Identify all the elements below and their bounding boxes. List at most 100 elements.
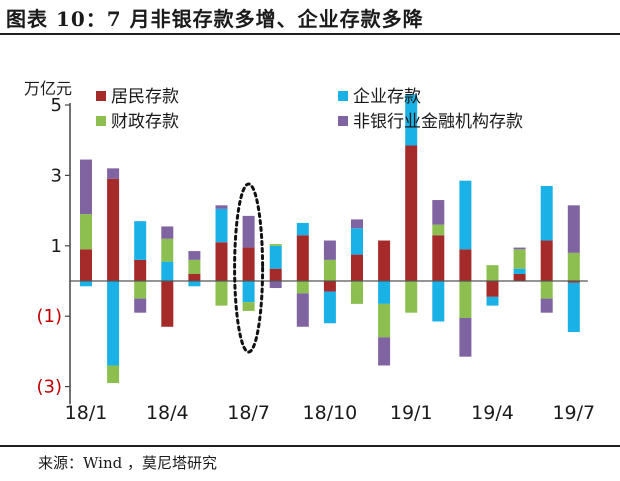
bar-2019-04-s1 xyxy=(486,296,499,306)
bar-2018-09-s2 xyxy=(296,281,309,294)
bar-2018-12-s2 xyxy=(378,303,391,338)
bar-2019-02-s0 xyxy=(432,235,445,281)
title-divider xyxy=(0,33,620,35)
bar-2018-04-s2 xyxy=(161,238,174,262)
bar-2018-08-s1 xyxy=(269,245,282,269)
bar-2018-06-s2 xyxy=(215,281,228,306)
bar-2018-11-s0 xyxy=(351,254,363,281)
bar-2018-05-s0 xyxy=(188,273,201,281)
bar-2018-02-s3 xyxy=(107,168,120,179)
bar-2018-08-s3 xyxy=(269,281,282,289)
bar-2018-03-s3 xyxy=(134,298,147,313)
bar-2019-07-s2 xyxy=(567,252,580,281)
legend-swatch xyxy=(96,116,106,126)
bar-2019-03-s0 xyxy=(459,249,472,281)
bar-2018-06-s0 xyxy=(215,242,228,281)
bar-2018-07-s3 xyxy=(242,215,255,248)
bar-2019-04-s0 xyxy=(486,281,499,297)
bar-2019-05-s3 xyxy=(513,247,526,250)
y-tick-label: (1) xyxy=(37,306,63,327)
y-tick-label: 3 xyxy=(51,165,62,186)
bar-2018-08-s0 xyxy=(269,268,282,281)
x-tick-label: 18/7 xyxy=(227,402,270,424)
x-tick-label: 18/4 xyxy=(146,402,189,424)
bar-2018-02-s2 xyxy=(107,365,120,384)
x-tick-label: 18/10 xyxy=(303,402,358,424)
bar-2018-07-s1 xyxy=(242,281,255,303)
bar-2019-07-s3 xyxy=(567,205,580,253)
bar-2018-07-s0 xyxy=(242,247,255,281)
bar-2019-07-s0 xyxy=(567,281,580,283)
x-tick-label: 18/1 xyxy=(65,402,108,424)
x-tick-label: 19/4 xyxy=(471,402,514,424)
source-note: 来源：Wind ，莫尼塔研究 xyxy=(38,454,217,472)
bar-2019-07-s1 xyxy=(567,282,580,333)
bar-2019-04-s2 xyxy=(486,265,499,281)
y-tick-label: (3) xyxy=(37,377,63,398)
y-tick-label: 5 xyxy=(51,95,62,116)
footer-divider xyxy=(0,445,620,447)
bar-2018-10-s2 xyxy=(323,259,336,281)
bar-2018-11-s1 xyxy=(351,228,363,255)
bar-2019-01-s0 xyxy=(405,145,418,281)
bar-2019-06-s1 xyxy=(540,185,553,241)
bar-2018-02-s1 xyxy=(107,281,120,366)
bar-2018-01-s3 xyxy=(80,159,92,215)
legend-swatch xyxy=(338,116,348,126)
bar-2018-12-s0 xyxy=(378,240,391,281)
bar-2018-08-s2 xyxy=(269,244,282,246)
bar-2018-07-s2 xyxy=(242,302,255,311)
bar-2018-12-s3 xyxy=(378,337,391,366)
bar-2018-01-s0 xyxy=(80,249,92,281)
bar-2019-05-s1 xyxy=(513,268,526,274)
bar-2019-02-s2 xyxy=(432,224,445,236)
bar-2018-09-s1 xyxy=(296,222,309,236)
highlight-ellipse xyxy=(233,182,265,354)
legend-swatch xyxy=(338,91,348,101)
bar-2018-11-s2 xyxy=(351,281,363,304)
bar-2018-06-s1 xyxy=(215,208,228,243)
bar-2019-03-s1 xyxy=(459,180,472,250)
y-axis-unit: 万亿元 xyxy=(24,79,72,98)
bar-2019-06-s0 xyxy=(540,240,553,281)
legend-label: 财政存款 xyxy=(111,112,179,132)
bar-2018-03-s1 xyxy=(134,221,147,260)
bar-2018-09-s0 xyxy=(296,235,309,281)
bar-2018-11-s3 xyxy=(351,219,363,229)
bar-2018-10-s0 xyxy=(323,281,336,292)
bar-2018-03-s0 xyxy=(134,259,147,281)
bar-2018-05-s1 xyxy=(188,281,201,287)
chart-title: 图表 10：7 月非银存款多增、企业存款多降 xyxy=(6,7,424,31)
bar-2018-10-s1 xyxy=(323,291,336,324)
bar-2018-09-s3 xyxy=(296,293,309,327)
bar-2018-03-s2 xyxy=(134,281,147,299)
legend-label: 非银行业金融机构存款 xyxy=(353,112,523,132)
bar-2018-04-s1 xyxy=(161,261,174,281)
legend-label: 居民存款 xyxy=(111,87,179,107)
bar-2019-01-s1 xyxy=(405,94,418,146)
legend-swatch xyxy=(96,91,106,101)
bar-2019-05-s2 xyxy=(513,249,526,269)
bar-2019-03-s3 xyxy=(459,317,472,357)
x-tick-label: 19/7 xyxy=(552,402,595,424)
bar-2018-02-s0 xyxy=(107,178,120,281)
bar-2019-02-s3 xyxy=(432,200,445,225)
bar-2018-10-s3 xyxy=(323,240,336,260)
legend-label: 企业存款 xyxy=(353,87,421,107)
x-tick-label: 19/1 xyxy=(390,402,433,424)
bar-2019-06-s2 xyxy=(540,281,553,299)
bar-2018-12-s1 xyxy=(378,281,391,304)
bar-2018-04-s3 xyxy=(161,226,174,239)
bar-2019-01-s2 xyxy=(405,281,418,313)
bar-2018-01-s1 xyxy=(80,281,92,287)
bar-2019-06-s3 xyxy=(540,298,553,313)
bar-2018-04-s0 xyxy=(161,281,174,327)
bar-2019-03-s2 xyxy=(459,281,472,318)
bar-2018-05-s3 xyxy=(188,251,201,260)
bar-2018-06-s3 xyxy=(215,205,228,209)
bar-2019-05-s0 xyxy=(513,273,526,281)
bar-2018-05-s2 xyxy=(188,259,201,274)
bar-2019-02-s1 xyxy=(432,281,445,322)
y-tick-label: 1 xyxy=(51,236,62,257)
